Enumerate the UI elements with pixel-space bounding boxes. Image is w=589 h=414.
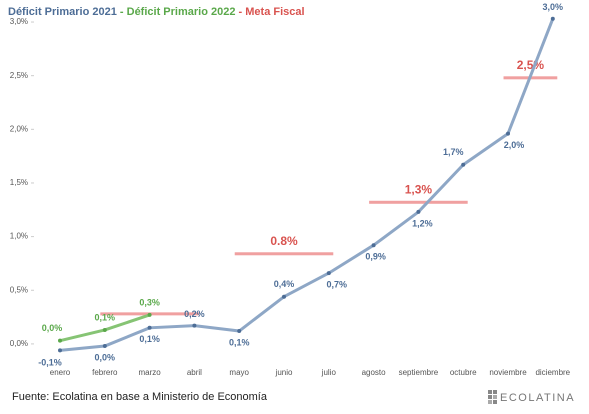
data-label: 1,2%: [412, 218, 433, 228]
data-label: 0,0%: [95, 352, 116, 362]
brand-logo: [488, 390, 497, 404]
data-label: 0,3%: [139, 297, 160, 307]
point: [326, 271, 331, 276]
point: [550, 16, 555, 21]
point: [506, 131, 510, 136]
series-line: [59, 18, 555, 352]
data-label: 0,7%: [327, 279, 348, 289]
point: [147, 312, 152, 317]
target-label: 1,3%: [405, 182, 433, 196]
point: [371, 243, 376, 248]
data-label: 0,1%: [95, 312, 116, 322]
y-tick-label: 3,0%: [10, 17, 28, 26]
point: [192, 323, 197, 328]
x-tick-label: agosto: [362, 368, 387, 377]
x-tick-label: noviembre: [489, 368, 527, 377]
x-tick-label: diciembre: [535, 368, 570, 377]
y-tick-label: 0,5%: [10, 285, 28, 294]
target-line: [234, 252, 334, 256]
point: [237, 329, 242, 334]
x-tick-label: julio: [321, 368, 337, 377]
data-label: 0,2%: [184, 309, 205, 319]
point: [147, 325, 152, 330]
point: [58, 338, 62, 343]
point: [58, 348, 62, 353]
y-tick-label: 1,5%: [10, 178, 28, 187]
data-label: 0,4%: [274, 279, 295, 289]
legend-entry: Déficit Primario 2021: [8, 6, 117, 18]
legend-separator: -: [117, 6, 127, 18]
point: [461, 162, 466, 167]
x-tick-label: octubre: [450, 368, 477, 377]
legend-entry: Meta Fiscal: [245, 6, 304, 18]
data-label: 2,0%: [504, 140, 525, 150]
data-label: -0,1%: [38, 358, 62, 368]
legend-separator: -: [235, 6, 245, 18]
point: [102, 344, 107, 349]
legend-entry: Déficit Primario 2022: [127, 6, 236, 18]
data-label: 1,7%: [443, 147, 464, 157]
x-tick-label: febrero: [92, 368, 118, 377]
target-label: 2,5%: [517, 58, 545, 72]
data-label: 0,1%: [229, 337, 250, 347]
target-line: [369, 200, 468, 204]
y-tick-label: 2,5%: [10, 71, 28, 80]
target-label: 0.8%: [270, 234, 298, 248]
x-tick-label: septiembre: [399, 368, 439, 377]
y-tick-label: 0,0%: [10, 339, 28, 348]
data-label: 3,0%: [543, 2, 564, 12]
x-tick-label: enero: [50, 368, 71, 377]
data-label: 0,9%: [365, 252, 386, 262]
data-label: 0,1%: [139, 334, 160, 344]
legend: Déficit Primario 2021 - Déficit Primario…: [8, 6, 305, 18]
y-tick-label: 2,0%: [10, 124, 28, 133]
brand: ECOLATINA: [500, 392, 575, 404]
source: Fuente: Ecolatina en base a Ministerio d…: [12, 391, 268, 403]
x-tick-label: marzo: [138, 368, 161, 377]
point: [416, 209, 421, 214]
point: [102, 327, 107, 332]
point: [282, 294, 286, 299]
x-tick-label: abril: [187, 368, 202, 377]
x-tick-label: junio: [275, 368, 293, 377]
x-tick-label: mayo: [229, 368, 249, 377]
y-tick-label: 1,0%: [10, 232, 28, 241]
data-label: 0,0%: [42, 323, 63, 333]
